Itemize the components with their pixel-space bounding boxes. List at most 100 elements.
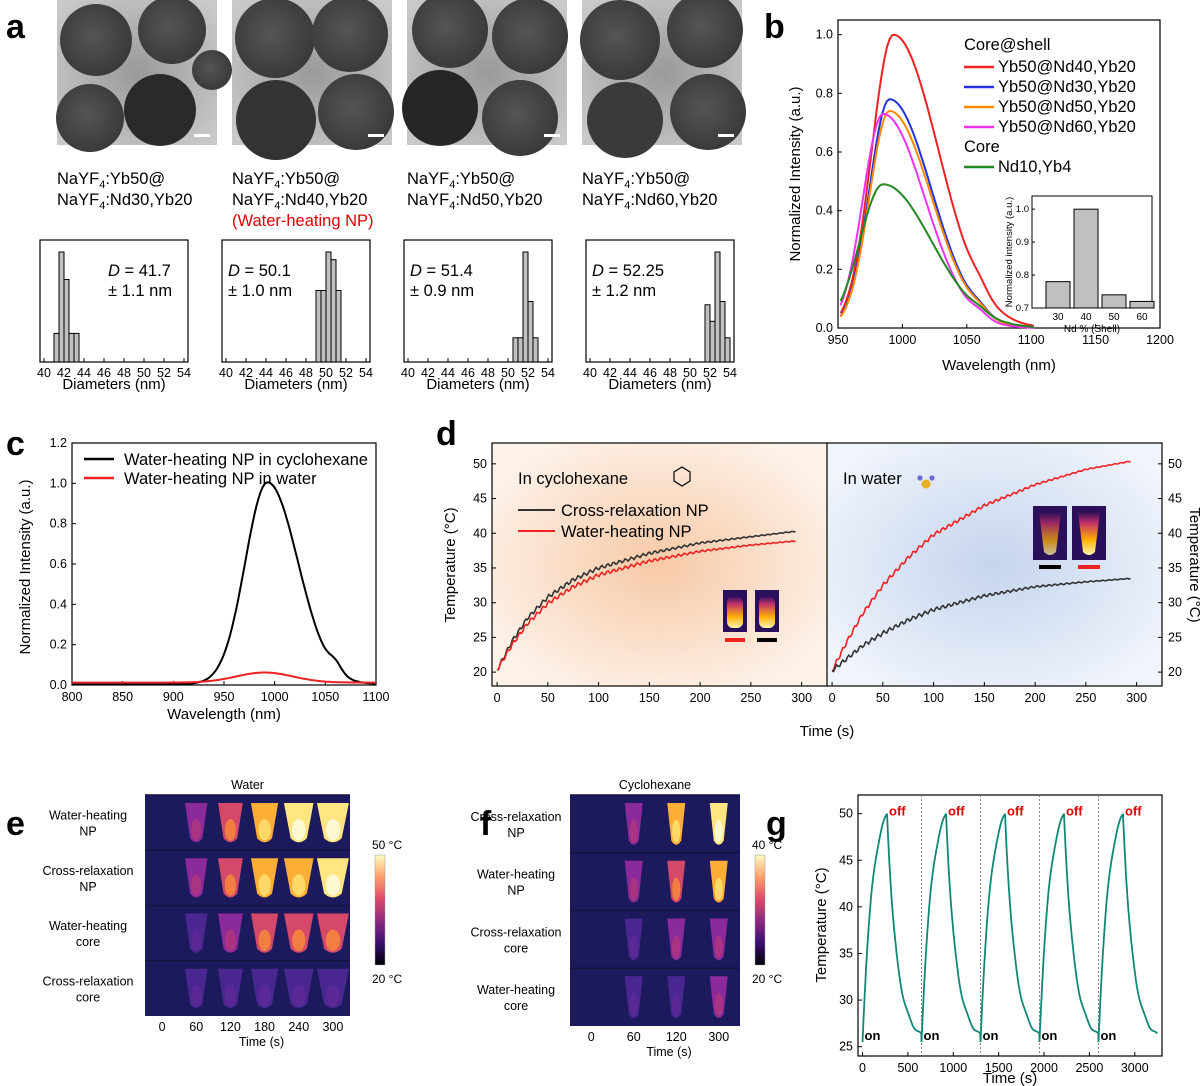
histogram-bar (512, 337, 519, 363)
time-label: 0 (159, 1020, 166, 1034)
vial-color-marker (1039, 565, 1061, 569)
caption-line1: NaYF4:Yb50@ (57, 170, 165, 191)
hist-xlabel: Diameters (nm) (244, 376, 347, 393)
x-axis-label: Time (s) (983, 1070, 1037, 1086)
hist-xtick-label: 52 (339, 366, 353, 380)
inset-ylabel: Normalized intensity (a.u.) (1004, 197, 1015, 307)
hist-xtick-label: 40 (37, 366, 51, 380)
row-label: Cross-relaxation (42, 974, 133, 988)
legend-entry: Yb50@Nd40,Yb20 (998, 58, 1136, 76)
hist-xtick-label: 40 (583, 366, 597, 380)
row-label: Cross-relaxation (42, 864, 133, 878)
panel-label-a: a (6, 8, 26, 46)
row-label: core (76, 990, 100, 1004)
y-axis-label: Normalized Intensity (a.u.) (787, 86, 804, 261)
thermal-images-water: Water-heating NP Cross-relaxation NP Water-h… (42, 778, 402, 1049)
y-axis-label: Normalized Intensity (a.u.) (17, 479, 34, 654)
histogram-bar (724, 337, 731, 363)
d-left-xtick-label: 250 (740, 691, 761, 705)
hist-mean-symbol: D (410, 262, 422, 280)
hist-xtick-label: 40 (401, 366, 415, 380)
caption-text: NaYF (232, 170, 274, 188)
row-label: Water-heating (49, 809, 127, 823)
hist-mean-symbol: D (228, 262, 240, 280)
vial-color-marker (757, 638, 777, 642)
b-xtick-label: 1050 (953, 333, 981, 347)
hist-xtick-label: 44 (441, 366, 455, 380)
spectrum-line (839, 112, 1034, 329)
hist-xtick-label: 54 (541, 366, 555, 380)
histogram-bar (714, 251, 721, 363)
histogram-bar (330, 259, 337, 363)
d-right-ytick-label: 25 (1168, 630, 1182, 644)
subplot-title-cyclohexane: In cyclohexane (518, 470, 628, 488)
panel-label-c: c (6, 425, 25, 463)
inset-xtick-label: 50 (1108, 312, 1120, 323)
legend-entry: Yb50@Nd60,Yb20 (998, 118, 1136, 136)
off-label: off (1125, 804, 1142, 819)
hist-xtick-label: 54 (723, 366, 737, 380)
c-ytick-label: 0.0 (50, 678, 67, 692)
g-xtick-label: 1000 (939, 1061, 967, 1075)
thermal-vial-core (191, 929, 202, 952)
row-label: core (76, 935, 100, 949)
time-label: 300 (322, 1020, 343, 1034)
histogram-bar (532, 337, 539, 363)
sample-captions: NaYF4:Yb50@NaYF4:Nd30,Yb20NaYF4:Yb50@NaY… (57, 170, 717, 230)
time-label: 0 (588, 1030, 595, 1044)
d-right-ytick-label: 35 (1168, 561, 1182, 575)
caption-text: NaYF (407, 170, 449, 188)
hist-xtick-label: 42 (421, 366, 435, 380)
tem-image-4 (580, 0, 746, 158)
time-axis-label: Time (s) (239, 1035, 284, 1049)
g-xtick-label: 2000 (1030, 1061, 1058, 1075)
hist-xlabel: Diameters (nm) (608, 376, 711, 393)
tem-image-2 (232, 0, 394, 160)
c-ytick-label: 1.0 (50, 476, 67, 490)
plot-frame (837, 19, 1161, 329)
c-ytick-label: 0.6 (50, 557, 67, 571)
legend-entry: Water-heating NP in cyclohexane (124, 451, 368, 469)
caption-text: NaYF (57, 170, 99, 188)
hist-xtick-label: 46 (279, 366, 293, 380)
d-left-ytick-label: 20 (473, 665, 487, 679)
caption-subscript: 4 (449, 200, 455, 212)
hist-xtick-label: 52 (157, 366, 171, 380)
b-ytick-label: 0.8 (816, 86, 833, 100)
hist-xtick-label: 44 (623, 366, 637, 380)
hist-xtick-label: 48 (481, 366, 495, 380)
off-label: off (1066, 804, 1083, 819)
heating-curve-water (831, 577, 1131, 673)
g-xtick-label: 3000 (1121, 1061, 1149, 1075)
vial-color-marker (725, 638, 745, 642)
thermal-vial-core (325, 819, 341, 841)
g-ytick-label: 45 (839, 853, 853, 867)
c-xtick-label: 850 (112, 690, 133, 704)
hist-mean-label: D = 50.1 (228, 262, 291, 280)
thermal-vial-glow (1078, 512, 1100, 555)
d-right-xtick-label: 150 (974, 691, 995, 705)
histogram-bar (709, 320, 716, 363)
hist-xtick-label: 46 (97, 366, 111, 380)
row-label: NP (79, 880, 96, 894)
thermal-vial-core (629, 877, 638, 901)
water-molecule-icon-h (929, 475, 935, 481)
c-xtick-label: 900 (163, 690, 184, 704)
b-xtick-label: 1200 (1146, 333, 1174, 347)
hist-mean-value: = 50.1 (240, 262, 291, 280)
d-left-ytick-label: 30 (473, 596, 487, 610)
hist-xtick-label: 40 (219, 366, 233, 380)
thermal-vial-core (629, 993, 638, 1017)
inset-xtick-label: 40 (1080, 312, 1092, 323)
c-ytick-label: 1.2 (50, 436, 67, 450)
hist-xlabel: Diameters (nm) (426, 376, 529, 393)
tem-image-3 (402, 0, 568, 156)
y-axis-label-right: Temperature (°C) (1186, 507, 1200, 622)
thermal-vial-core (191, 874, 202, 896)
hist-sd-label: ± 0.9 nm (410, 282, 474, 300)
caption-subscript: 4 (624, 179, 630, 191)
row-label: core (504, 999, 528, 1013)
histogram-bar (517, 337, 524, 363)
plot-frame (857, 794, 1163, 1057)
g-ytick-label: 25 (839, 1040, 853, 1054)
